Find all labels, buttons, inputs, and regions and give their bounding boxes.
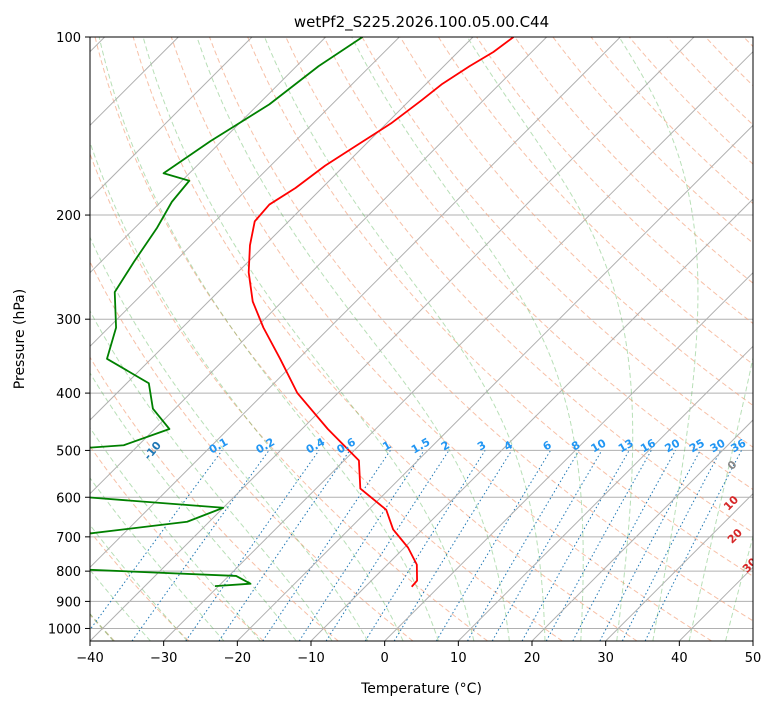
isotherm-gridlines (90, 37, 753, 641)
isotherm-line (90, 37, 327, 274)
y-tick-label: 400 (56, 387, 81, 402)
y-tick-label: 500 (56, 444, 81, 459)
moist-adiabat-line (90, 236, 369, 641)
pressure-gridlines (90, 37, 753, 629)
y-tick-label: 300 (56, 313, 81, 328)
mixing-ratio-line (644, 450, 742, 641)
moist-adiabat-line (90, 477, 225, 641)
moist-adiabat-line (142, 37, 475, 641)
isotherm-line (90, 37, 253, 200)
moist-adiabat-line (196, 37, 510, 641)
moist-adiabat-line (725, 534, 753, 641)
dry-adiabat-line (90, 152, 488, 641)
dry-adiabat-line (90, 445, 264, 641)
isotherm-line (90, 37, 621, 569)
x-tick-label: −20 (224, 651, 251, 666)
dry-adiabat-line (247, 37, 753, 577)
mixing-ratio-line (262, 450, 391, 641)
moist-adiabat-line (264, 37, 546, 641)
y-tick-label: 1000 (48, 622, 81, 637)
moist-adiabat-line (90, 140, 404, 641)
y-tick-label: 200 (56, 209, 81, 224)
dry-adiabat-line (90, 530, 190, 641)
dewpoint-profile-line (90, 37, 363, 588)
mixing-ratio-line (572, 450, 676, 641)
y-tick-label: 100 (56, 31, 81, 46)
dry-adiabat-line (170, 37, 712, 641)
data-series (90, 37, 515, 588)
moist-adiabat-line (688, 355, 753, 641)
x-tick-label: 40 (671, 651, 688, 666)
mixing-ratio-line (298, 450, 425, 641)
x-tick-label: 0 (381, 651, 389, 666)
dry-adiabat-line (94, 37, 563, 641)
dry-adiabat-line (323, 37, 753, 491)
isotherm-line (457, 345, 753, 641)
x-tick-label: 20 (524, 651, 541, 666)
x-tick-label: −40 (76, 651, 103, 666)
moist-adiabat-line (618, 37, 699, 641)
isotherm-line (90, 37, 474, 421)
x-tick-label: 10 (450, 651, 467, 666)
plot-frame (89, 36, 754, 642)
chart-title: wetPf2_S225.2026.100.05.00.C44 (294, 13, 549, 32)
isotherm-line (605, 492, 753, 641)
dry-adiabat-line (514, 37, 753, 284)
moist-adiabats (90, 37, 753, 641)
y-tick-label: 800 (56, 565, 81, 580)
moist-adiabat-line (90, 372, 297, 641)
mixing-ratio-line (185, 450, 320, 641)
moist-adiabat-line (351, 37, 584, 641)
y-tick-label: 700 (56, 531, 81, 546)
x-axis-label: Temperature (°C) (360, 681, 482, 697)
isotherm-line (90, 37, 695, 641)
dry-adiabat-line (90, 356, 339, 641)
y-axis-label: Pressure (hPa) (12, 289, 28, 389)
x-tick-label: 30 (597, 651, 614, 666)
mixing-ratio-line (545, 450, 652, 641)
isotherm-line (163, 50, 753, 641)
y-axis-ticks: 100 200 300 400 500 600 700 800 900 1000 (48, 31, 90, 637)
plot-area: 0.10.20.40.611.52346810131620253036-100-… (90, 37, 753, 641)
temperature-profile-line (247, 37, 515, 588)
x-tick-label: −10 (297, 651, 324, 666)
dry-adiabat-line (399, 37, 753, 407)
moist-adiabat-line (90, 309, 333, 641)
isotherm-line (236, 124, 753, 641)
mixing-ratio-line (90, 450, 223, 631)
dry-adiabat-line (209, 37, 753, 622)
moist-adiabat-line (90, 426, 261, 641)
y-tick-label: 600 (56, 491, 81, 506)
y-tick-label: 900 (56, 595, 81, 610)
mixing-ratio-line (393, 450, 513, 641)
x-tick-label: 50 (745, 651, 762, 666)
mixing-ratio-line (325, 450, 450, 641)
isotherm-line (310, 198, 753, 641)
x-tick-label: −30 (150, 651, 177, 666)
isotherm-line (90, 37, 548, 495)
x-axis-ticks: −40 −30 −20 −10 0 10 20 30 40 50 (76, 641, 761, 666)
isotherm-line (384, 271, 753, 641)
isotherm-line (531, 419, 753, 641)
mixing-ratio-line (218, 450, 351, 641)
dry-adiabat-line (438, 37, 753, 365)
isotherm-line (90, 37, 400, 348)
mixing-ratio-line (621, 450, 722, 641)
moist-adiabat-line (98, 37, 439, 641)
mixing-ratio-line (521, 450, 630, 641)
